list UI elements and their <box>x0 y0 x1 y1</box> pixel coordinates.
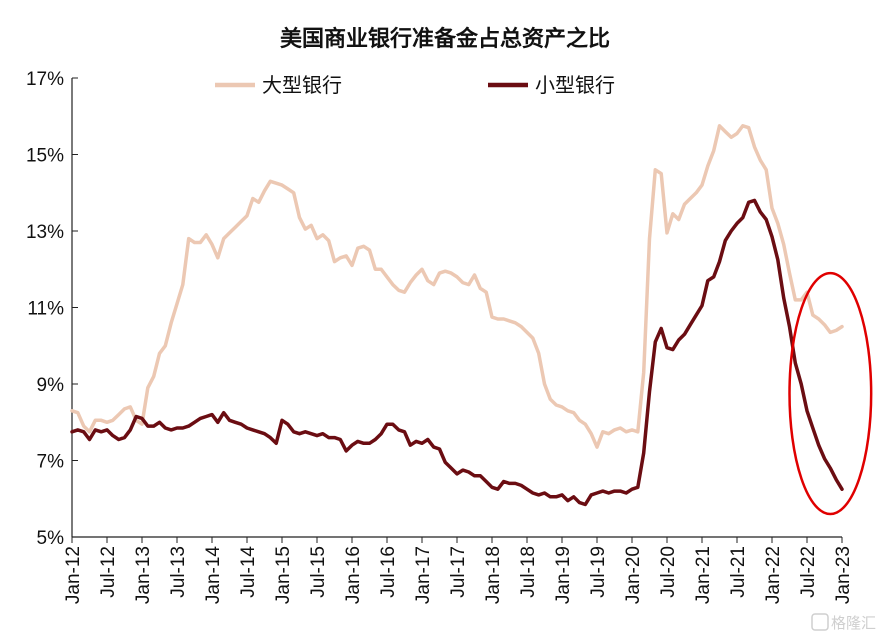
x-tick-label: Jul-18 <box>518 546 539 598</box>
x-tick-label: Jan-22 <box>763 546 784 604</box>
highlight-ellipse <box>788 271 873 516</box>
x-tick-label: Jan-23 <box>833 546 854 604</box>
chart-title: 美国商业银行准备金占总资产之比 <box>280 26 610 52</box>
x-tick-label: Jan-21 <box>693 546 714 604</box>
x-tick-label: Jan-13 <box>133 546 154 604</box>
x-tick-label: Jan-15 <box>273 546 294 604</box>
watermark: 格隆汇 <box>811 613 876 632</box>
x-tick-label: Jul-14 <box>238 546 259 598</box>
y-tick-label: 7% <box>37 452 65 473</box>
x-tick-label: Jan-16 <box>343 546 364 604</box>
legend: 大型银行 小型银行 <box>215 73 615 97</box>
x-tick-label: Jul-21 <box>728 546 749 598</box>
x-tick-label: Jul-17 <box>448 546 469 598</box>
x-tick-label: Jul-20 <box>658 546 679 598</box>
x-tick-label: Jan-19 <box>553 546 574 604</box>
annotation-layer <box>788 271 873 516</box>
x-tick-label: Jan-20 <box>623 546 644 604</box>
x-tick-label: Jan-14 <box>203 546 224 605</box>
series-layer <box>70 124 844 507</box>
y-tick-label: 15% <box>26 146 64 167</box>
y-tick-label: 13% <box>26 222 64 243</box>
x-tick-label: Jan-17 <box>413 546 434 604</box>
legend-label-small-banks: 小型银行 <box>535 73 615 97</box>
series-line-large-banks <box>70 124 844 449</box>
x-tick-label: Jul-16 <box>378 546 399 598</box>
x-tick-label: Jul-19 <box>588 546 609 598</box>
x-tick-label: Jul-13 <box>168 546 189 598</box>
y-tick-label: 5% <box>37 528 65 549</box>
y-tick-label: 9% <box>37 375 65 396</box>
y-tick-label: 17% <box>26 69 64 90</box>
x-tick-label: Jan-12 <box>63 546 84 604</box>
x-tick-label: Jul-12 <box>98 546 119 598</box>
x-tick-label: Jul-22 <box>798 546 819 598</box>
series-line-small-banks <box>70 198 844 507</box>
watermark-text: 格隆汇 <box>831 614 876 632</box>
x-tick-label: Jul-15 <box>308 546 329 598</box>
legend-label-large-banks: 大型银行 <box>262 73 342 97</box>
axes: 5% 7% 9% 11% 13% 15% 17% Jan-12 Jul-12 Jan-13 Jul-… <box>26 69 854 604</box>
watermark-logo-icon <box>811 613 829 631</box>
x-tick-label: Jan-18 <box>483 546 504 604</box>
y-tick-label: 11% <box>27 299 64 320</box>
